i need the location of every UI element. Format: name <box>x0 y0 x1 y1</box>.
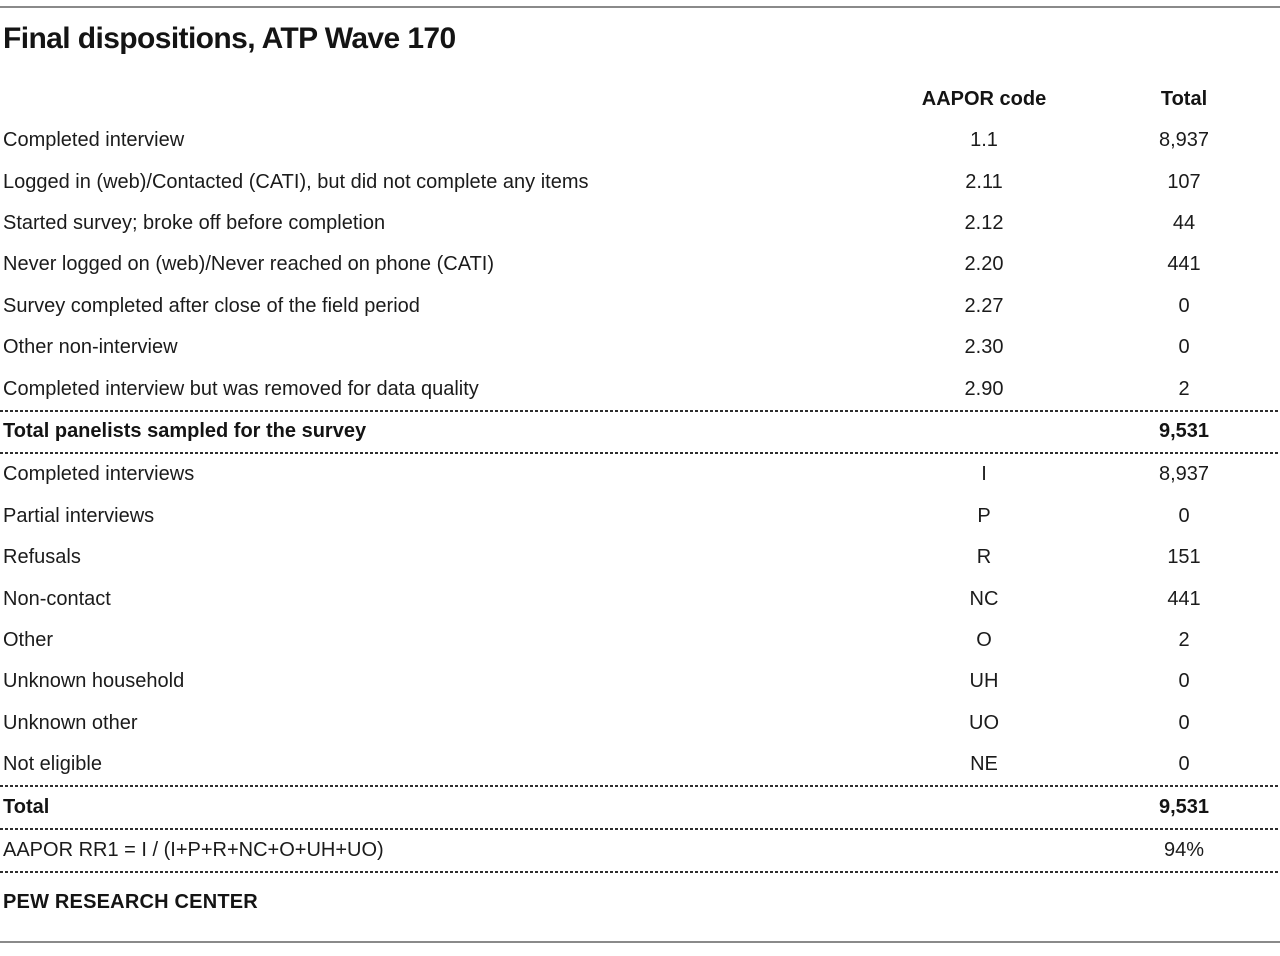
row-total: 441 <box>1167 253 1201 276</box>
row-total: 8,937 <box>1158 463 1210 486</box>
row-total: 0 <box>1178 753 1190 776</box>
row-total: 0 <box>1178 336 1190 359</box>
row-total: 151 <box>1167 546 1201 569</box>
table-row: Started survey; broke off before complet… <box>0 203 1280 244</box>
report-page: Final dispositions, ATP Wave 170 AAPOR c… <box>0 6 1280 956</box>
row-label: Not eligible <box>3 753 102 776</box>
row-code: NE <box>970 753 998 776</box>
table-row: Survey completed after close of the fiel… <box>0 286 1280 327</box>
row-total: 8,937 <box>1158 129 1210 152</box>
row-code: 2.11 <box>965 170 1003 193</box>
header-total: Total <box>1160 87 1208 110</box>
table-row: Not eligible NE 0 <box>0 744 1280 785</box>
row-code: 1.1 <box>970 129 998 152</box>
table-row: Other O 2 <box>0 620 1280 661</box>
row-code: 2.27 <box>964 294 1004 317</box>
row-code <box>868 830 1100 871</box>
dispositions-table: AAPOR code Total Completed interview 1.1… <box>0 78 1280 874</box>
row-label: Completed interview <box>3 129 185 152</box>
row-code: NC <box>969 587 999 610</box>
row-label: Other non-interview <box>3 336 178 359</box>
dashed-divider <box>0 785 1280 788</box>
row-total: 44 <box>1172 211 1196 234</box>
table-row: Logged in (web)/Contacted (CATI), but di… <box>0 161 1280 202</box>
row-code <box>868 787 1100 828</box>
row-code: 2.30 <box>964 336 1004 359</box>
row-total: 0 <box>1178 670 1190 693</box>
header-aapor-code: AAPOR code <box>921 87 1047 110</box>
row-label: Logged in (web)/Contacted (CATI), but di… <box>3 170 589 193</box>
row-code: 2.20 <box>964 253 1004 276</box>
table-row-total-sampled: Total panelists sampled for the survey 9… <box>0 412 1280 453</box>
row-total: 94% <box>1163 839 1205 862</box>
dashed-divider <box>0 452 1280 455</box>
row-total: 9,531 <box>1158 796 1210 819</box>
row-label: Unknown household <box>3 670 185 693</box>
row-label: Never logged on (web)/Never reached on p… <box>3 253 494 276</box>
row-code: O <box>976 628 992 651</box>
row-label: AAPOR RR1 = I / (I+P+R+NC+O+UH+UO) <box>3 839 384 862</box>
row-code: UO <box>969 711 999 734</box>
row-total: 0 <box>1178 294 1190 317</box>
table-row: Completed interviews I 8,937 <box>0 454 1280 495</box>
row-code: UH <box>969 670 999 693</box>
table-header-row: AAPOR code Total <box>0 78 1280 120</box>
table-row: Completed interview but was removed for … <box>0 368 1280 409</box>
table-row-response-rate: AAPOR RR1 = I / (I+P+R+NC+O+UH+UO) 94% <box>0 830 1280 871</box>
footer-brand: PEW RESEARCH CENTER <box>3 891 258 914</box>
row-total: 107 <box>1167 170 1201 193</box>
row-total: 2 <box>1178 377 1190 400</box>
header-label-empty <box>0 78 868 120</box>
row-label: Refusals <box>3 546 81 569</box>
table-row: Refusals R 151 <box>0 537 1280 578</box>
row-code: I <box>981 463 987 486</box>
row-label: Completed interviews <box>3 463 195 486</box>
table-row: Other non-interview 2.30 0 <box>0 327 1280 368</box>
row-code <box>868 412 1100 453</box>
table-row: Unknown other UO 0 <box>0 703 1280 744</box>
row-code: 2.12 <box>964 211 1004 234</box>
row-total: 441 <box>1167 587 1201 610</box>
page-title: Final dispositions, ATP Wave 170 <box>3 22 456 55</box>
row-code: P <box>977 504 991 527</box>
table-row-total: Total 9,531 <box>0 787 1280 828</box>
dashed-divider <box>0 409 1280 412</box>
row-label: Survey completed after close of the fiel… <box>3 294 420 317</box>
table-row: Completed interview 1.1 8,937 <box>0 120 1280 161</box>
table-row: Non-contact NC 441 <box>0 578 1280 619</box>
bottom-rule-divider <box>0 941 1280 944</box>
table-row: Never logged on (web)/Never reached on p… <box>0 244 1280 285</box>
dashed-divider <box>0 871 1280 874</box>
row-total: 9,531 <box>1158 420 1210 443</box>
row-code: 2.90 <box>964 377 1004 400</box>
row-label: Non-contact <box>3 587 111 610</box>
row-label: Partial interviews <box>3 504 155 527</box>
row-label: Total panelists sampled for the survey <box>3 420 367 443</box>
row-total: 0 <box>1178 504 1190 527</box>
row-total: 0 <box>1178 711 1190 734</box>
top-rule-divider <box>0 6 1280 8</box>
row-label: Other <box>3 628 54 651</box>
row-total: 2 <box>1178 628 1190 651</box>
row-label: Started survey; broke off before complet… <box>3 211 386 234</box>
table-row: Unknown household UH 0 <box>0 661 1280 702</box>
table-row: Partial interviews P 0 <box>0 496 1280 537</box>
row-label: Total <box>3 796 50 819</box>
row-code: R <box>976 546 992 569</box>
dashed-divider <box>0 827 1280 830</box>
row-label: Unknown other <box>3 711 138 734</box>
row-label: Completed interview but was removed for … <box>3 377 479 400</box>
